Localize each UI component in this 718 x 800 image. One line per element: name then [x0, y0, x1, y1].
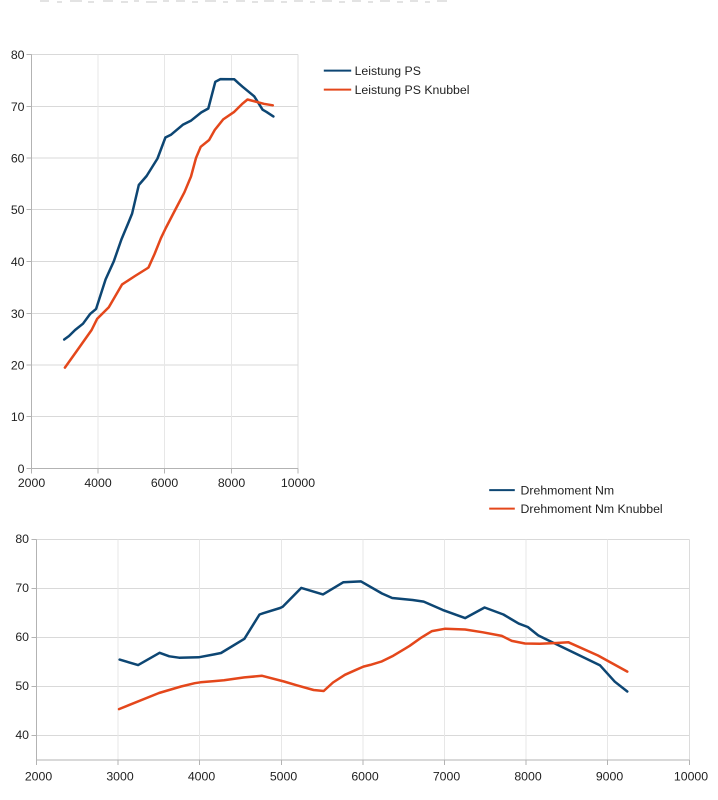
svg-text:80: 80	[15, 532, 29, 546]
svg-text:10000: 10000	[281, 476, 315, 490]
svg-text:20: 20	[11, 359, 25, 373]
svg-text:10: 10	[11, 410, 25, 424]
svg-text:6000: 6000	[151, 476, 179, 490]
svg-text:9000: 9000	[596, 769, 624, 783]
svg-text:0: 0	[18, 462, 25, 476]
svg-text:60: 60	[15, 630, 29, 644]
svg-text:6000: 6000	[351, 769, 379, 783]
svg-text:50: 50	[11, 203, 25, 217]
svg-text:3000: 3000	[106, 769, 134, 783]
svg-text:2000: 2000	[25, 769, 53, 783]
svg-text:Drehmoment Nm Knubbel: Drehmoment Nm Knubbel	[521, 502, 663, 516]
svg-text:5000: 5000	[270, 769, 298, 783]
svg-text:30: 30	[11, 307, 25, 321]
svg-text:4000: 4000	[188, 769, 216, 783]
svg-text:2000: 2000	[18, 476, 46, 490]
svg-text:70: 70	[11, 100, 25, 114]
svg-text:8000: 8000	[218, 476, 246, 490]
svg-text:80: 80	[11, 48, 25, 62]
svg-text:40: 40	[11, 255, 25, 269]
svg-text:4000: 4000	[84, 476, 112, 490]
svg-text:Drehmoment Nm: Drehmoment Nm	[521, 483, 615, 497]
svg-text:Leistung PS Knubbel: Leistung PS Knubbel	[355, 83, 470, 97]
svg-text:60: 60	[11, 152, 25, 166]
svg-text:7000: 7000	[433, 769, 461, 783]
svg-text:Leistung PS: Leistung PS	[355, 64, 421, 78]
svg-text:70: 70	[15, 581, 29, 595]
svg-text:50: 50	[15, 679, 29, 693]
svg-text:40: 40	[15, 728, 29, 742]
svg-text:10000: 10000	[674, 769, 708, 783]
svg-text:8000: 8000	[514, 769, 542, 783]
